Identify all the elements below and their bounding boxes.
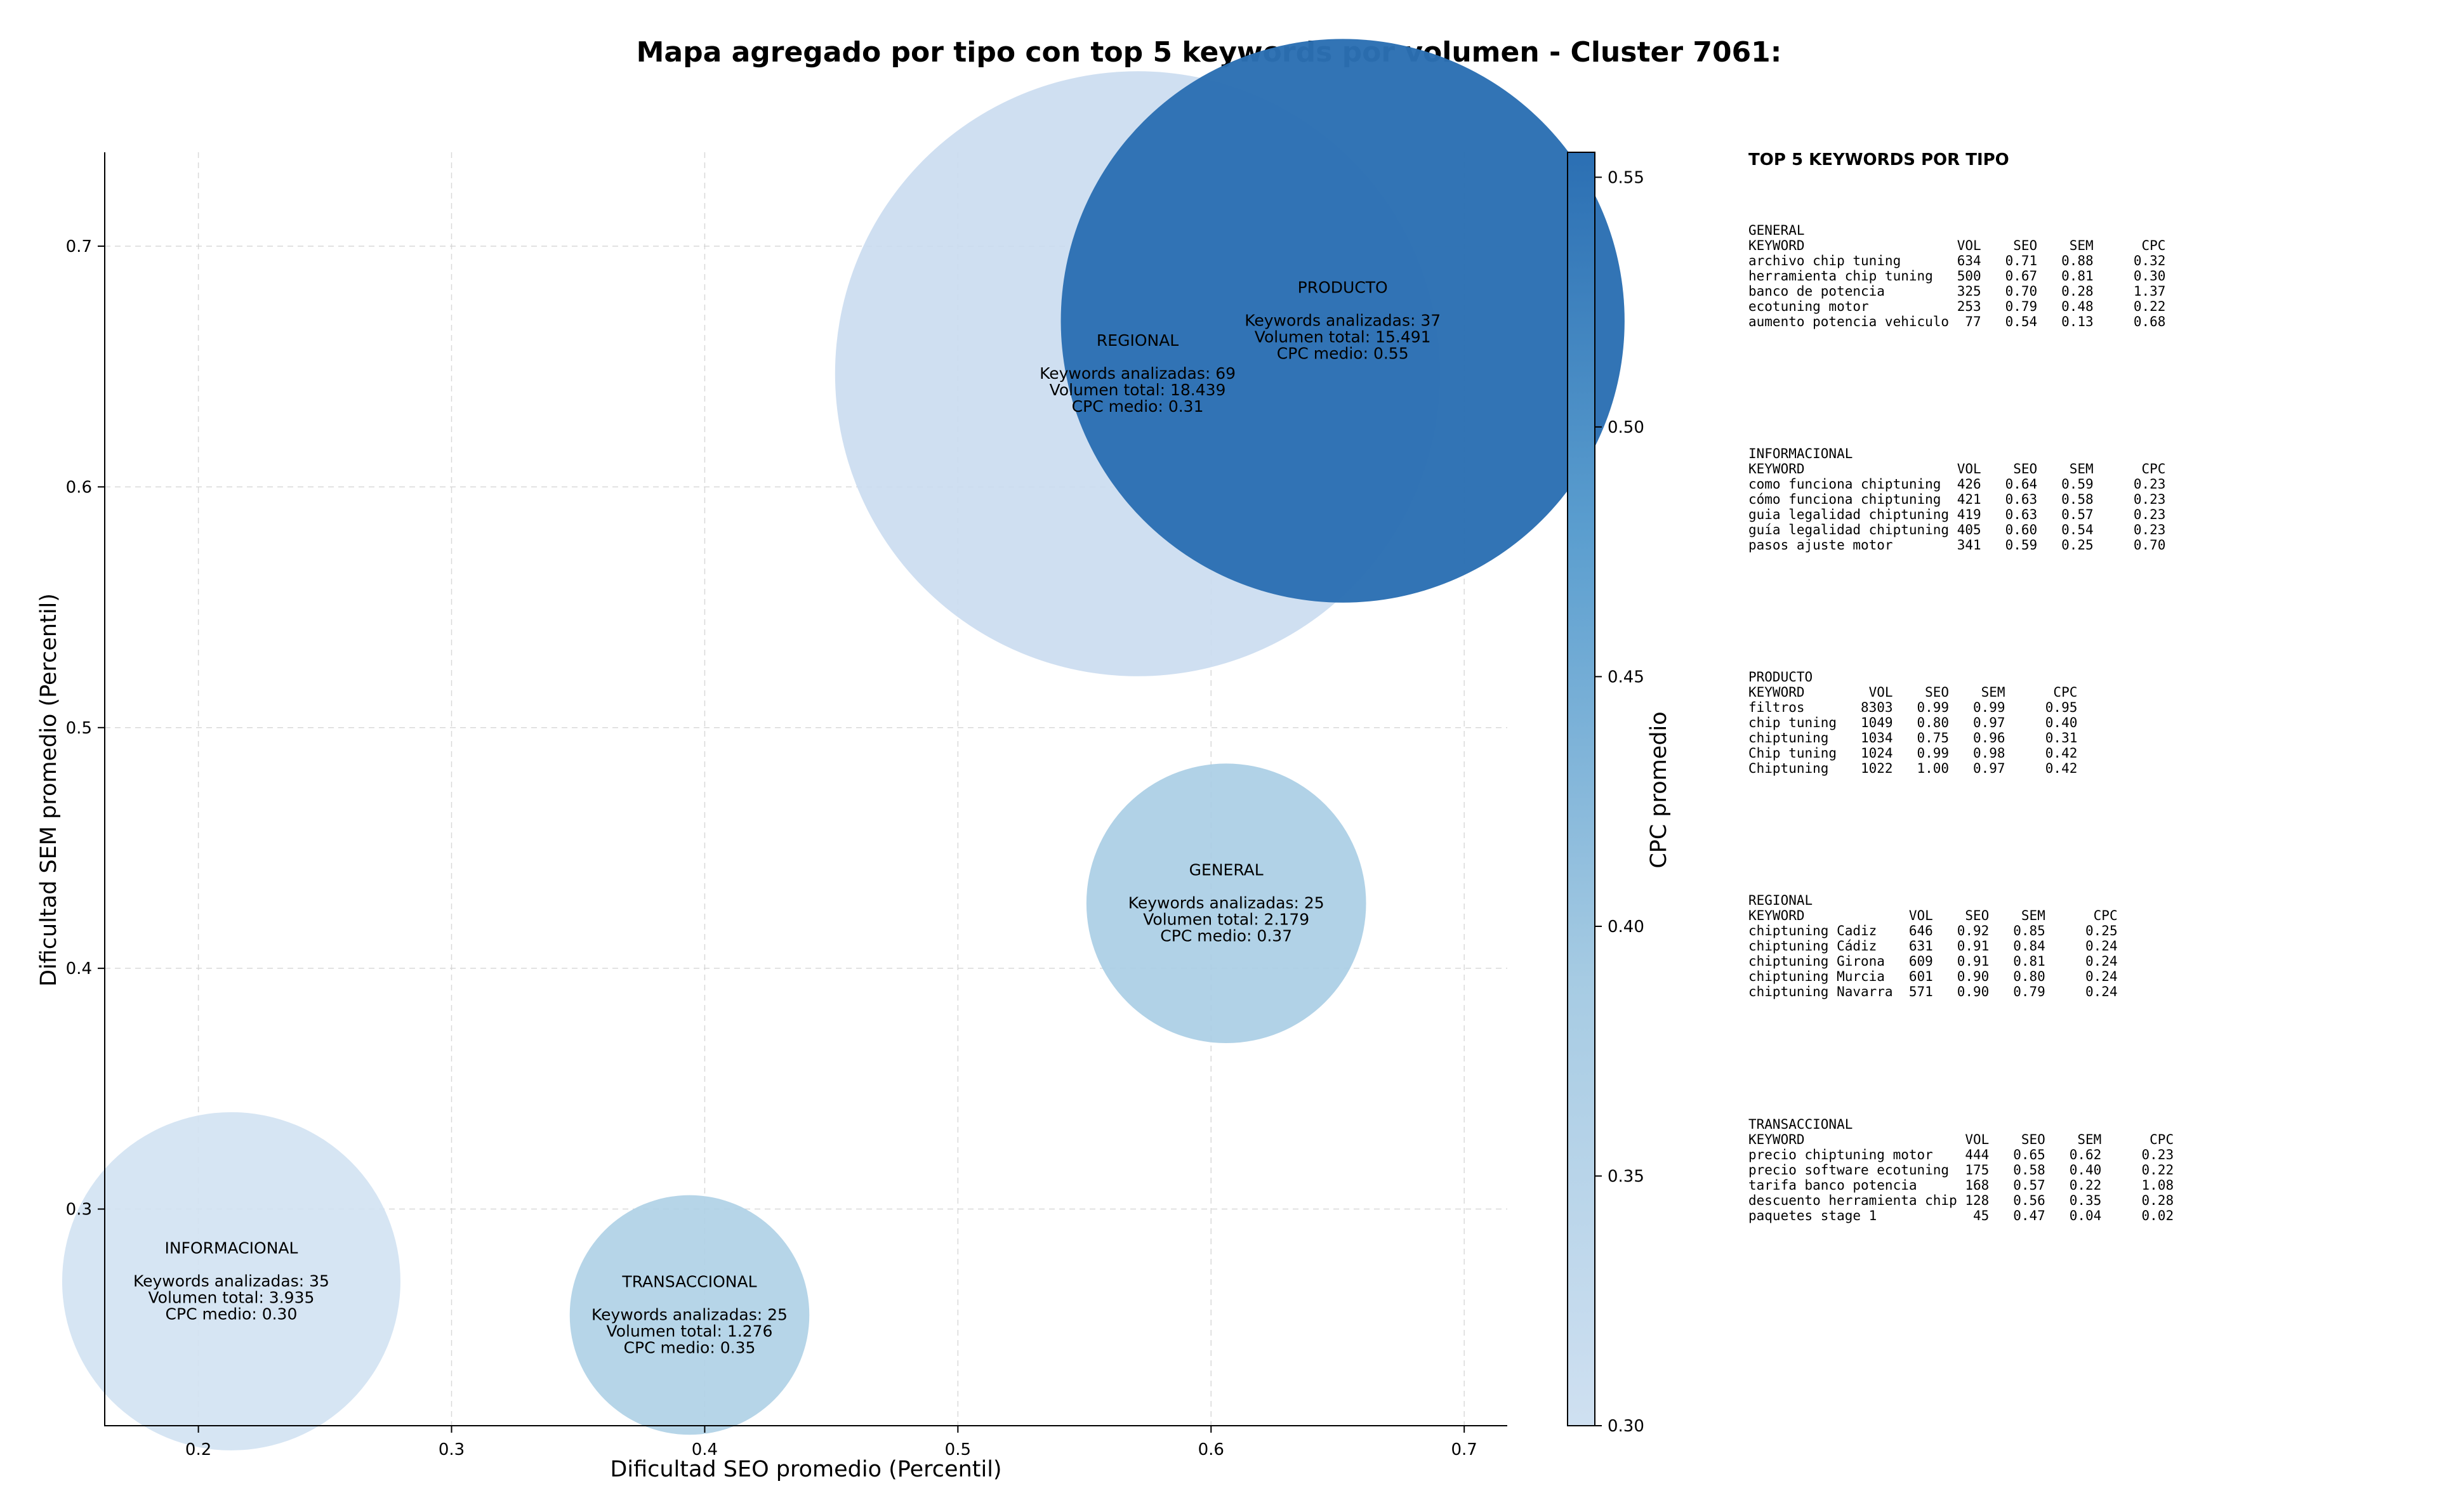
plot-spines bbox=[104, 152, 1507, 1426]
table-block-title: GENERAL bbox=[1748, 223, 1805, 238]
y-tick-label: 0.7 bbox=[66, 237, 92, 256]
table-block-title: TRANSACCIONAL bbox=[1748, 1117, 1853, 1132]
table-block-title: REGIONAL bbox=[1748, 893, 1813, 908]
x-axis-label: Dificultad SEO promedio (Percentil) bbox=[610, 1457, 1001, 1482]
table-row: pasos ajuste motor 341 0.59 0.25 0.70 bbox=[1748, 537, 2165, 553]
table-row: chiptuning Cádiz 631 0.91 0.84 0.24 bbox=[1748, 938, 2118, 954]
table-row: guia legalidad chiptuning 419 0.63 0.57 … bbox=[1748, 507, 2165, 522]
table-row: chip tuning 1049 0.80 0.97 0.40 bbox=[1748, 715, 2077, 730]
table-row: paquetes stage 1 45 0.47 0.04 0.02 bbox=[1748, 1208, 2174, 1223]
x-tick-label: 0.7 bbox=[1451, 1440, 1477, 1459]
bubble-label: CPC medio: 0.30 bbox=[166, 1305, 298, 1323]
table-header-row: KEYWORD VOL SEO SEM CPC bbox=[1748, 238, 2165, 253]
table-row: cómo funciona chiptuning 421 0.63 0.58 0… bbox=[1748, 492, 2165, 507]
colorbar-tick-label: 0.50 bbox=[1608, 418, 1644, 437]
y-tick-label: 0.5 bbox=[66, 719, 92, 738]
table-header-row: KEYWORD VOL SEO SEM CPC bbox=[1748, 1132, 2174, 1147]
table-header-row: KEYWORD VOL SEO SEM CPC bbox=[1748, 461, 2165, 477]
x-tick-label: 0.3 bbox=[439, 1440, 465, 1459]
table-row: chiptuning Girona 609 0.91 0.81 0.24 bbox=[1748, 954, 2118, 969]
table-row: chiptuning Navarra 571 0.90 0.79 0.24 bbox=[1748, 984, 2118, 999]
x-tick-label: 0.2 bbox=[185, 1440, 211, 1459]
table-header-row: KEYWORD VOL SEO SEM CPC bbox=[1748, 908, 2118, 923]
table-row: aumento potencia vehiculo 77 0.54 0.13 0… bbox=[1748, 314, 2165, 329]
table-row: Chiptuning 1022 1.00 0.97 0.42 bbox=[1748, 761, 2077, 776]
bubble-label: TRANSACCIONAL bbox=[621, 1272, 756, 1291]
x-tick-label: 0.5 bbox=[945, 1440, 971, 1459]
bubble-general bbox=[1086, 763, 1366, 1044]
table-row: tarifa banco potencia 168 0.57 0.22 1.08 bbox=[1748, 1178, 2174, 1193]
bubble-label: PRODUCTO bbox=[1298, 279, 1388, 297]
bubble-label: REGIONAL bbox=[1097, 331, 1179, 350]
table-row: banco de potencia 325 0.70 0.28 1.37 bbox=[1748, 284, 2165, 299]
table-row: precio chiptuning motor 444 0.65 0.62 0.… bbox=[1748, 1147, 2174, 1162]
y-axis-label: Dificultad SEM promedio (Percentil) bbox=[36, 593, 62, 987]
colorbar-tick-label: 0.30 bbox=[1608, 1417, 1644, 1436]
table-row: descuento herramienta chip 128 0.56 0.35… bbox=[1748, 1193, 2174, 1208]
axis-ticks: 0.2 0.3 0.4 0.5 0.6 0.7 0.3 0.4 0.5 0.6 0.7 bbox=[66, 237, 1477, 1459]
bubble-label: CPC medio: 0.55 bbox=[1277, 345, 1409, 363]
x-tick-label: 0.4 bbox=[692, 1440, 718, 1459]
y-tick-label: 0.3 bbox=[66, 1200, 92, 1219]
bubble-label: Keywords analizadas: 25 bbox=[591, 1305, 788, 1324]
table-row: herramienta chip tuning 500 0.67 0.81 0.… bbox=[1748, 268, 2165, 284]
bubble-label: Volumen total: 1.276 bbox=[607, 1322, 773, 1340]
bubble-transaccional bbox=[569, 1195, 810, 1435]
colorbar-tick-label: 0.45 bbox=[1608, 667, 1644, 687]
table-row: archivo chip tuning 634 0.71 0.88 0.32 bbox=[1748, 253, 2165, 268]
table-row: filtros 8303 0.99 0.99 0.95 bbox=[1748, 700, 2077, 715]
chart-title: Mapa agregado por tipo con top 5 keyword… bbox=[637, 36, 1782, 69]
bubble-label: Volumen total: 2.179 bbox=[1143, 910, 1309, 929]
colorbar-tick-label: 0.35 bbox=[1608, 1167, 1644, 1186]
table-row: chiptuning 1034 0.75 0.96 0.31 bbox=[1748, 730, 2077, 746]
bubble-label: Keywords analizadas: 25 bbox=[1128, 894, 1324, 912]
table-row: chiptuning Murcia 601 0.90 0.80 0.24 bbox=[1748, 969, 2118, 984]
table-block-title: PRODUCTO bbox=[1748, 669, 1813, 685]
table-row: precio software ecotuning 175 0.58 0.40 … bbox=[1748, 1162, 2174, 1178]
colorbar-label: CPC promedio bbox=[1646, 711, 1672, 868]
bubble-label: Volumen total: 15.491 bbox=[1255, 328, 1431, 346]
bubble-producto bbox=[1060, 39, 1625, 603]
bubble-label: INFORMACIONAL bbox=[164, 1239, 298, 1257]
side-table-heading: TOP 5 KEYWORDS POR TIPO bbox=[1748, 150, 2009, 169]
bubble-informacional bbox=[62, 1112, 400, 1450]
y-tick-label: 0.4 bbox=[66, 959, 92, 978]
table-header-row: KEYWORD VOL SEO SEM CPC bbox=[1748, 685, 2077, 700]
table-row: ecotuning motor 253 0.79 0.48 0.22 bbox=[1748, 299, 2165, 314]
bubble-label: CPC medio: 0.37 bbox=[1160, 927, 1292, 945]
table-row: guía legalidad chiptuning 405 0.60 0.54 … bbox=[1748, 522, 2165, 537]
colorbar bbox=[1567, 152, 1595, 1426]
table-row: chiptuning Cadiz 646 0.92 0.85 0.25 bbox=[1748, 923, 2118, 938]
y-tick-label: 0.6 bbox=[66, 478, 92, 497]
bubble-label: CPC medio: 0.35 bbox=[624, 1338, 756, 1357]
bubble-label: Keywords analizadas: 69 bbox=[1040, 364, 1236, 383]
table-row: como funciona chiptuning 426 0.64 0.59 0… bbox=[1748, 477, 2165, 492]
table-block-title: INFORMACIONAL bbox=[1748, 446, 1853, 461]
bubble-label: Volumen total: 3.935 bbox=[149, 1288, 315, 1306]
colorbar-tick-label: 0.40 bbox=[1608, 917, 1644, 937]
colorbar-tick-label: 0.55 bbox=[1608, 168, 1644, 187]
colorbar-ticks: 0.30 0.35 0.40 0.45 0.50 0.55 bbox=[1595, 168, 1644, 1436]
bubble-label: GENERAL bbox=[1189, 861, 1264, 879]
bubble-label: CPC medio: 0.31 bbox=[1072, 397, 1204, 416]
x-tick-label: 0.6 bbox=[1198, 1440, 1224, 1459]
bubble-label: Keywords analizadas: 35 bbox=[133, 1272, 329, 1290]
table-row: Chip tuning 1024 0.99 0.98 0.42 bbox=[1748, 746, 2077, 761]
bubbles bbox=[62, 39, 1625, 1450]
bubble-label: Volumen total: 18.439 bbox=[1050, 381, 1226, 399]
bubble-label: Keywords analizadas: 37 bbox=[1245, 312, 1441, 330]
